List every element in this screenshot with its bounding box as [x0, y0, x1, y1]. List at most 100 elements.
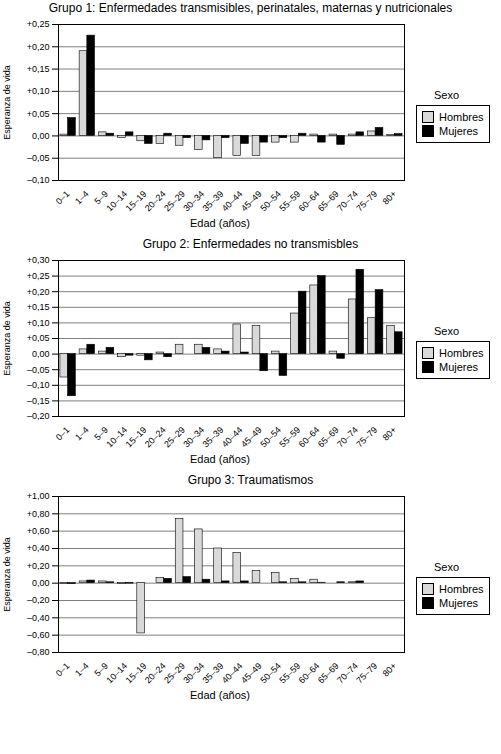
svg-text:80+: 80+	[380, 189, 398, 207]
svg-text:–0,15: –0,15	[27, 396, 50, 406]
html-text:Sexo: Sexo	[434, 89, 460, 101]
svg-text:+0,20: +0,20	[27, 287, 50, 297]
svg-text:55–59: 55–59	[277, 425, 302, 450]
svg-text:30–34: 30–34	[181, 189, 206, 214]
html-text:Grupo 3: Traumatismos: Grupo 3: Traumatismos	[187, 473, 314, 487]
html-text:Mujeres: Mujeres	[439, 597, 479, 609]
svg-text:+1,00: +1,00	[27, 491, 50, 501]
svg-text:65–69: 65–69	[316, 425, 341, 450]
html-text:Mujeres: Mujeres	[439, 125, 479, 137]
svg-text:35–39: 35–39	[201, 661, 226, 686]
html-text:Edad (años): Edad (años)	[190, 453, 250, 465]
html-text:Hombres: Hombres	[439, 347, 484, 359]
svg-text:Esperanza de vida: Esperanza de vida	[2, 65, 12, 140]
svg-text:50–54: 50–54	[258, 425, 283, 450]
svg-text:1–4: 1–4	[73, 661, 91, 679]
svg-text:+0,15: +0,15	[27, 302, 50, 312]
svg-text:+0,80: +0,80	[27, 509, 50, 519]
svg-text:75–79: 75–79	[354, 661, 379, 686]
svg-text:1–4: 1–4	[73, 425, 91, 443]
svg-text:5–9: 5–9	[92, 660, 110, 679]
svg-text:15–19: 15–19	[124, 189, 149, 214]
svg-text:80+: 80+	[380, 425, 398, 443]
svg-text:+0,20: +0,20	[27, 42, 50, 52]
svg-text:+0,10: +0,10	[27, 86, 50, 96]
svg-text:10–14: 10–14	[104, 189, 129, 214]
svg-text:+0,60: +0,60	[27, 526, 50, 536]
svg-text:55–59: 55–59	[277, 189, 302, 214]
svg-text:25–29: 25–29	[162, 661, 187, 686]
svg-text:60–64: 60–64	[297, 189, 322, 214]
svg-text:15–19: 15–19	[124, 661, 149, 686]
svg-text:65–69: 65–69	[316, 189, 341, 214]
svg-text:40–44: 40–44	[220, 425, 245, 450]
svg-text:0–1: 0–1	[54, 189, 72, 207]
svg-text:0–1: 0–1	[54, 425, 72, 443]
svg-text:45–49: 45–49	[239, 189, 264, 214]
html-text:Sexo: Sexo	[434, 325, 460, 337]
svg-text:0,00: 0,00	[32, 578, 50, 588]
svg-text:60–64: 60–64	[297, 661, 322, 686]
html-text:Mujeres: Mujeres	[439, 361, 479, 373]
svg-text:+0,20: +0,20	[27, 561, 50, 571]
html-text:Hombres: Hombres	[439, 583, 484, 595]
svg-text:+0,40: +0,40	[27, 543, 50, 553]
svg-text:–0,05: –0,05	[27, 153, 50, 163]
svg-text:80+: 80+	[380, 661, 398, 679]
svg-text:75–79: 75–79	[354, 189, 379, 214]
svg-text:+0,15: +0,15	[27, 64, 50, 74]
svg-text:–0,20: –0,20	[27, 411, 50, 421]
svg-text:0,00: 0,00	[32, 349, 50, 359]
svg-text:35–39: 35–39	[201, 425, 226, 450]
svg-text:55–59: 55–59	[277, 661, 302, 686]
svg-text:45–49: 45–49	[239, 425, 264, 450]
svg-text:–0,40: –0,40	[27, 613, 50, 623]
svg-text:5–9: 5–9	[92, 188, 110, 207]
svg-text:25–29: 25–29	[162, 425, 187, 450]
svg-text:45–49: 45–49	[239, 661, 264, 686]
html-text:Grupo 2: Enfermedades no trans: Grupo 2: Enfermedades no transmisbles	[142, 237, 359, 251]
svg-text:35–39: 35–39	[201, 189, 226, 214]
svg-text:+0,25: +0,25	[27, 271, 50, 281]
html-text:Grupo 1: Enfermedades transmis: Grupo 1: Enfermedades transmisibles, per…	[48, 1, 453, 15]
svg-text:Esperanza de vida: Esperanza de vida	[2, 301, 12, 376]
svg-text:+0,05: +0,05	[27, 109, 50, 119]
svg-text:+0,05: +0,05	[27, 333, 50, 343]
svg-text:50–54: 50–54	[258, 189, 283, 214]
svg-text:25–29: 25–29	[162, 189, 187, 214]
svg-text:30–34: 30–34	[181, 661, 206, 686]
svg-text:–0,80: –0,80	[27, 647, 50, 657]
svg-text:–0,60: –0,60	[27, 630, 50, 640]
html-text:Sexo: Sexo	[434, 561, 460, 573]
svg-text:70–74: 70–74	[335, 661, 360, 686]
html-text:Hombres: Hombres	[439, 111, 484, 123]
svg-text:+0,10: +0,10	[27, 318, 50, 328]
html-text:Edad (años): Edad (años)	[190, 217, 250, 229]
svg-text:+0,25: +0,25	[27, 19, 50, 29]
svg-text:20–24: 20–24	[143, 661, 168, 686]
svg-text:15–19: 15–19	[124, 425, 149, 450]
svg-text:+0,30: +0,30	[27, 255, 50, 265]
svg-text:–0,20: –0,20	[27, 595, 50, 605]
svg-text:–0,05: –0,05	[27, 365, 50, 375]
svg-text:70–74: 70–74	[335, 189, 360, 214]
svg-text:10–14: 10–14	[104, 425, 129, 450]
svg-text:10–14: 10–14	[104, 661, 129, 686]
svg-text:20–24: 20–24	[143, 189, 168, 214]
svg-text:Esperanza de vida: Esperanza de vida	[2, 537, 12, 612]
svg-text:–0,10: –0,10	[27, 175, 50, 185]
svg-text:20–24: 20–24	[143, 425, 168, 450]
svg-text:40–44: 40–44	[220, 189, 245, 214]
svg-text:5–9: 5–9	[92, 424, 110, 443]
svg-text:0,00: 0,00	[32, 131, 50, 141]
svg-text:60–64: 60–64	[297, 425, 322, 450]
svg-text:70–74: 70–74	[335, 425, 360, 450]
svg-text:30–34: 30–34	[181, 425, 206, 450]
svg-text:65–69: 65–69	[316, 661, 341, 686]
svg-text:40–44: 40–44	[220, 661, 245, 686]
svg-text:–0,10: –0,10	[27, 380, 50, 390]
svg-text:0–1: 0–1	[54, 661, 72, 679]
svg-text:1–4: 1–4	[73, 189, 91, 207]
svg-text:75–79: 75–79	[354, 425, 379, 450]
svg-text:50–54: 50–54	[258, 661, 283, 686]
